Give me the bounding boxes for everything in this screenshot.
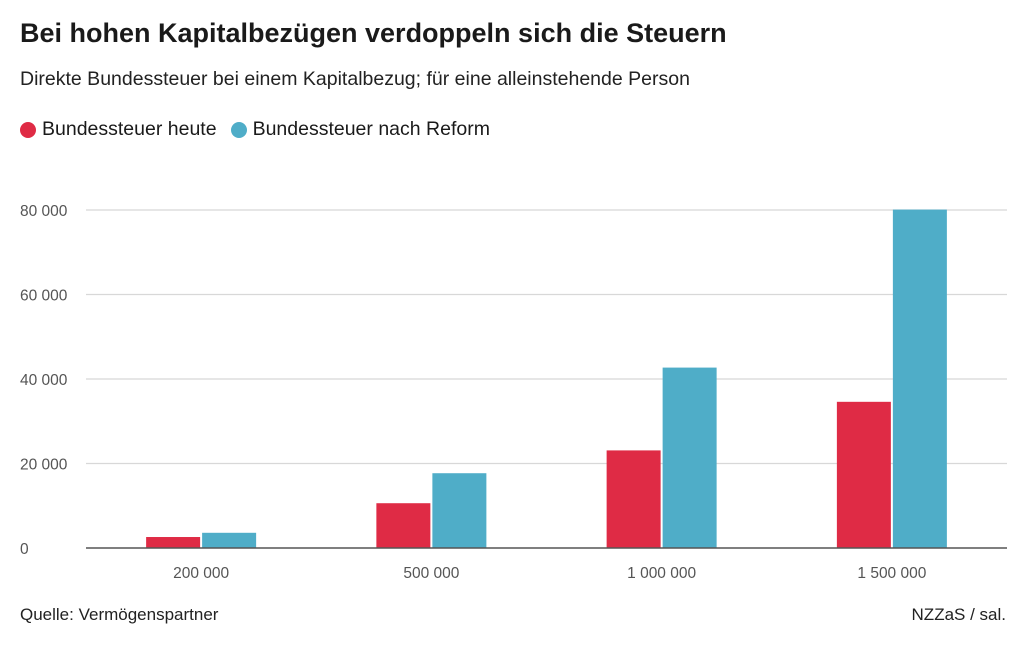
x-tick-label: 1 000 000 [627, 565, 696, 582]
legend-swatch-reform [230, 121, 247, 138]
source-note: Quelle: Vermögenspartner [20, 605, 219, 624]
chart-subtitle: Direkte Bundessteuer bei einem Kapitalbe… [20, 68, 690, 90]
chart-title: Bei hohen Kapitalbezügen verdoppeln sich… [20, 18, 727, 48]
y-tick-label: 40 000 [20, 372, 68, 389]
bar-heute [146, 537, 201, 548]
y-tick-label: 80 000 [20, 203, 68, 220]
bar-heute [836, 401, 891, 548]
bar-reform [892, 209, 947, 548]
x-tick-label: 200 000 [173, 565, 229, 582]
legend: Bundessteuer heute Bundessteuer nach Ref… [20, 118, 504, 141]
legend-label-heute: Bundessteuer heute [42, 118, 217, 140]
x-tick-label: 500 000 [403, 565, 459, 582]
x-tick-label: 1 500 000 [857, 565, 926, 582]
y-tick-label: 20 000 [20, 457, 68, 474]
y-tick-label: 60 000 [20, 288, 68, 305]
bar-reform [432, 473, 487, 548]
credit-note: NZZaS / sal. [911, 605, 1006, 624]
y-tick-label: 0 [20, 541, 29, 558]
legend-swatch-heute [20, 121, 36, 138]
legend-label-reform: Bundessteuer nach Reform [252, 118, 490, 140]
bar-heute [606, 450, 661, 548]
bar-reform [662, 367, 717, 548]
legend-item-reform: Bundessteuer nach Reform [230, 118, 490, 141]
bar-reform [202, 532, 257, 548]
bar-heute [376, 503, 431, 548]
legend-item-heute: Bundessteuer heute [20, 118, 217, 141]
